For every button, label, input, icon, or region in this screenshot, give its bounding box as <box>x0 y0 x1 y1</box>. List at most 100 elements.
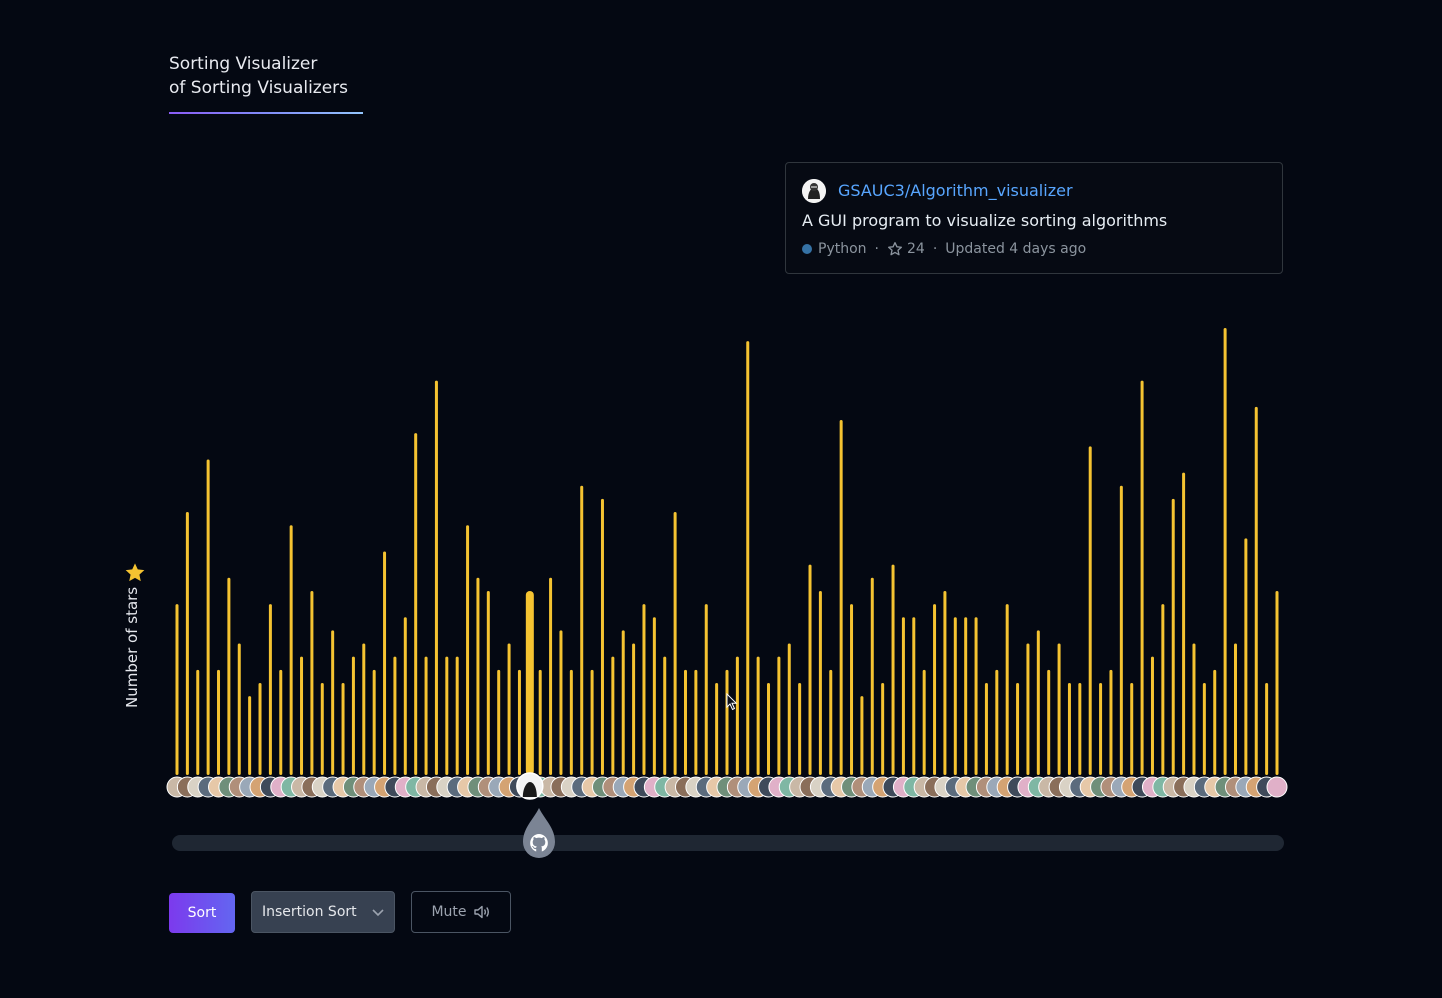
star-bar[interactable] <box>891 564 895 775</box>
star-bar[interactable] <box>984 682 988 775</box>
sort-button[interactable]: Sort <box>169 893 235 933</box>
star-bar[interactable] <box>517 669 521 775</box>
star-bar[interactable] <box>1182 472 1186 775</box>
star-bar[interactable] <box>901 617 905 775</box>
star-bar[interactable] <box>1067 682 1071 775</box>
star-bar[interactable] <box>943 590 947 775</box>
star-bar[interactable] <box>466 525 470 775</box>
star-bar[interactable] <box>673 512 677 775</box>
star-bar[interactable] <box>735 656 739 775</box>
star-bar[interactable] <box>175 604 179 775</box>
star-bar[interactable] <box>767 682 771 775</box>
star-bar[interactable] <box>808 564 812 775</box>
star-bar[interactable] <box>1202 682 1206 775</box>
star-bar[interactable] <box>860 696 864 775</box>
star-bar[interactable] <box>351 656 355 775</box>
star-bar[interactable] <box>1223 328 1227 775</box>
star-bar[interactable] <box>538 669 542 775</box>
star-bar[interactable] <box>1005 604 1009 775</box>
star-bar[interactable] <box>652 617 656 775</box>
star-bar[interactable] <box>525 590 534 775</box>
star-bar[interactable] <box>196 669 200 775</box>
star-bar[interactable] <box>912 617 916 775</box>
star-bar[interactable] <box>600 498 604 775</box>
star-bar[interactable] <box>995 669 999 775</box>
star-bar[interactable] <box>715 682 719 775</box>
star-bar[interactable] <box>663 656 667 775</box>
repo-owner-avatar[interactable] <box>802 179 826 203</box>
star-bar[interactable] <box>1036 630 1040 775</box>
star-bar[interactable] <box>206 459 210 775</box>
star-bar[interactable] <box>1140 380 1144 775</box>
star-bar[interactable] <box>1099 682 1103 775</box>
star-bar[interactable] <box>268 604 272 775</box>
star-bar[interactable] <box>974 617 978 775</box>
star-bar[interactable] <box>1150 656 1154 775</box>
star-bar[interactable] <box>393 656 397 775</box>
star-bar[interactable] <box>258 682 262 775</box>
algorithm-select[interactable]: Insertion Sort <box>251 891 395 933</box>
star-bar[interactable] <box>227 577 231 775</box>
star-bar[interactable] <box>403 617 407 775</box>
star-bar[interactable] <box>1213 669 1217 775</box>
star-bar[interactable] <box>704 604 708 775</box>
star-bar[interactable] <box>839 420 843 775</box>
star-bar[interactable] <box>486 590 490 775</box>
repo-name-link[interactable]: GSAUC3/Algorithm_visualizer <box>838 181 1073 200</box>
star-bar[interactable] <box>424 656 428 775</box>
star-bar[interactable] <box>279 669 283 775</box>
star-bar[interactable] <box>1275 590 1279 775</box>
star-bar[interactable] <box>870 577 874 775</box>
mute-button[interactable]: Mute <box>411 891 511 933</box>
star-bar[interactable] <box>746 341 750 775</box>
star-bar[interactable] <box>590 669 594 775</box>
star-bar[interactable] <box>1088 446 1092 775</box>
star-bar[interactable] <box>362 643 366 775</box>
star-bar[interactable] <box>787 643 791 775</box>
star-bar[interactable] <box>850 604 854 775</box>
star-bar[interactable] <box>476 577 480 775</box>
star-bar[interactable] <box>798 682 802 775</box>
star-bar[interactable] <box>756 656 760 775</box>
star-bar[interactable] <box>953 617 957 775</box>
star-bar[interactable] <box>632 643 636 775</box>
github-slider-thumb[interactable] <box>521 806 557 860</box>
star-bar[interactable] <box>445 656 449 775</box>
star-bar[interactable] <box>1026 643 1030 775</box>
star-bar[interactable] <box>414 433 418 775</box>
star-bar[interactable] <box>549 577 553 775</box>
star-bar[interactable] <box>507 643 511 775</box>
star-bar[interactable] <box>829 669 833 775</box>
star-bar[interactable] <box>1192 643 1196 775</box>
star-bar[interactable] <box>320 682 324 775</box>
star-bar[interactable] <box>922 669 926 775</box>
star-bar[interactable] <box>1016 682 1020 775</box>
star-bar[interactable] <box>580 485 584 775</box>
star-bar[interactable] <box>559 630 563 775</box>
star-bar[interactable] <box>683 669 687 775</box>
star-bar[interactable] <box>1254 406 1258 775</box>
star-bar[interactable] <box>331 630 335 775</box>
star-bar[interactable] <box>642 604 646 775</box>
star-bar[interactable] <box>455 656 459 775</box>
star-bar[interactable] <box>1109 669 1113 775</box>
progress-slider-track[interactable] <box>172 835 1284 851</box>
star-bar[interactable] <box>1078 682 1082 775</box>
star-bar[interactable] <box>1244 538 1248 775</box>
star-bar[interactable] <box>1265 682 1269 775</box>
star-bar[interactable] <box>777 656 781 775</box>
star-bar[interactable] <box>964 617 968 775</box>
star-bar[interactable] <box>248 696 252 775</box>
star-bar[interactable] <box>300 656 304 775</box>
star-bar[interactable] <box>372 669 376 775</box>
star-bar[interactable] <box>1057 643 1061 775</box>
star-bar[interactable] <box>217 669 221 775</box>
star-bar[interactable] <box>1233 643 1237 775</box>
star-bar[interactable] <box>185 512 189 775</box>
star-bar[interactable] <box>933 604 937 775</box>
star-bar[interactable] <box>497 669 501 775</box>
star-bar[interactable] <box>383 551 387 776</box>
star-bar[interactable] <box>341 682 345 775</box>
star-bar[interactable] <box>569 669 573 775</box>
repo-avatar[interactable] <box>1266 776 1288 798</box>
